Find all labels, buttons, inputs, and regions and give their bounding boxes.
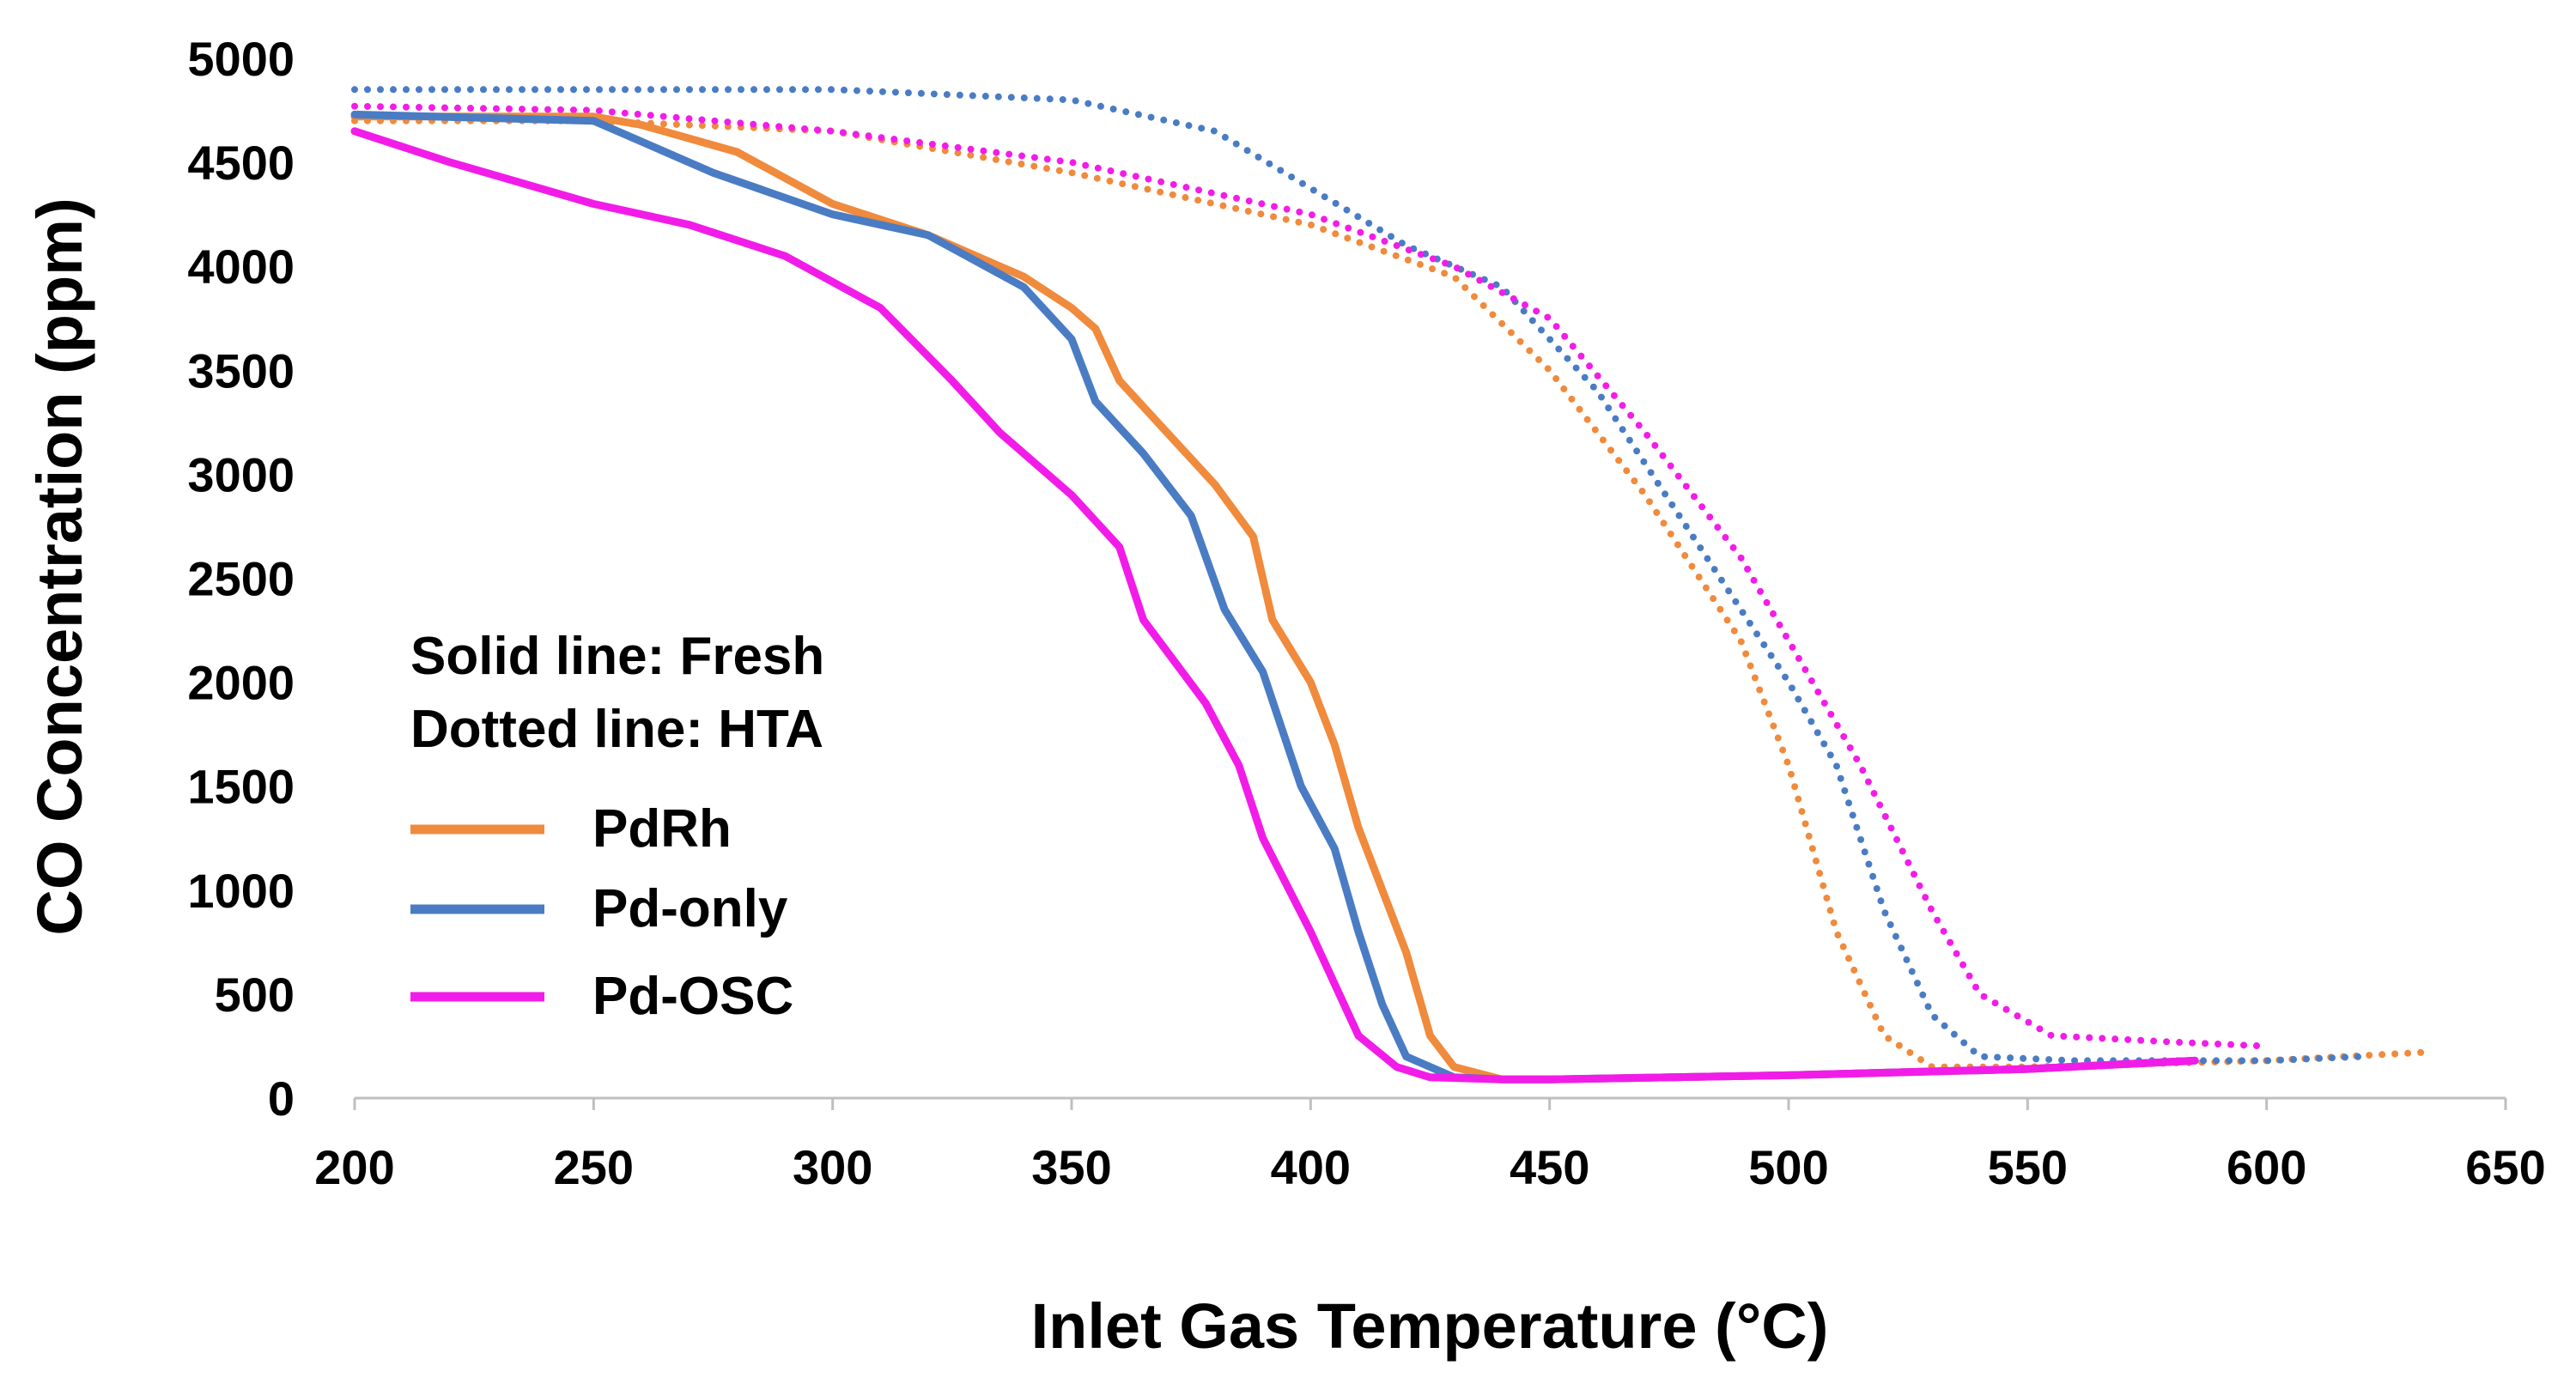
series-line-pd-only-hta xyxy=(351,86,2366,1065)
y-tick-label: 0 xyxy=(268,1071,295,1126)
series-line-pd-osc xyxy=(350,127,2199,1083)
x-axis-ticks: 200 250 300 350 400 450 500 550 600 650 xyxy=(314,1098,2546,1194)
x-tick-label: 650 xyxy=(2465,1140,2545,1194)
legend-label-pd-osc: Pd-OSC xyxy=(592,967,793,1026)
y-tick-label: 2500 xyxy=(187,552,295,606)
legend-note-solid: Solid line: Fresh xyxy=(410,627,824,686)
legend-label-pd-only: Pd-only xyxy=(592,879,788,938)
x-tick-label: 300 xyxy=(793,1140,872,1194)
y-tick-label: 1500 xyxy=(187,760,295,814)
x-axis-title: Inlet Gas Temperature (°C) xyxy=(1031,1290,1829,1362)
x-tick-label: 250 xyxy=(554,1140,634,1194)
x-tick-label: 350 xyxy=(1031,1140,1111,1194)
y-tick-label: 2000 xyxy=(187,656,295,710)
y-axis-ticks: 0 500 1000 1500 2000 2500 3000 3500 4000 4500 5000 xyxy=(187,32,295,1126)
series-line-pd-osc-hta xyxy=(351,102,2270,1050)
x-tick-label: 600 xyxy=(2227,1140,2306,1194)
x-tick-label: 450 xyxy=(1510,1140,1589,1194)
legend-note-dotted: Dotted line: HTA xyxy=(410,700,823,759)
y-tick-label: 3500 xyxy=(187,343,295,398)
series-layer xyxy=(350,86,2428,1083)
x-tick-label: 200 xyxy=(314,1140,394,1194)
y-tick-label: 3000 xyxy=(187,447,295,501)
y-tick-label: 4500 xyxy=(187,136,295,190)
legend-label-pdrh: PdRh xyxy=(592,799,732,859)
legend: Solid line: Fresh Dotted line: HTA PdRh … xyxy=(410,627,824,1026)
y-tick-label: 4000 xyxy=(187,240,295,294)
x-tick-label: 550 xyxy=(1988,1140,2068,1194)
x-tick-label: 500 xyxy=(1748,1140,1828,1194)
y-tick-label: 5000 xyxy=(187,32,295,86)
x-tick-label: 400 xyxy=(1271,1140,1351,1194)
y-tick-label: 500 xyxy=(215,968,295,1022)
y-axis-title: CO Concentration (ppm) xyxy=(24,197,95,935)
y-tick-label: 1000 xyxy=(187,864,295,918)
axes: 200 250 300 350 400 450 500 550 600 650 0 500 1000 1… xyxy=(187,32,2545,1194)
